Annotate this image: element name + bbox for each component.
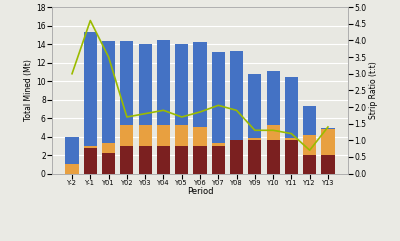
Bar	[285, 140, 298, 174]
Bar	[321, 128, 334, 129]
Bar	[266, 71, 280, 125]
Bar	[157, 146, 170, 174]
Bar	[285, 138, 298, 140]
Bar	[321, 129, 334, 155]
Bar	[84, 32, 97, 146]
Bar	[157, 125, 170, 146]
Bar	[303, 106, 316, 135]
Bar	[230, 140, 243, 174]
Bar	[84, 148, 97, 174]
Bar	[138, 146, 152, 174]
Bar	[194, 42, 206, 127]
Bar	[138, 44, 152, 125]
Bar	[84, 146, 97, 148]
Y-axis label: Strip Ratio (t:t): Strip Ratio (t:t)	[369, 61, 378, 119]
Bar	[212, 53, 225, 143]
Bar	[248, 140, 262, 174]
X-axis label: Period: Period	[187, 187, 213, 196]
Y-axis label: Total Mined (Mt): Total Mined (Mt)	[24, 60, 33, 121]
Bar	[102, 143, 115, 153]
Bar	[266, 125, 280, 140]
Bar	[102, 41, 115, 143]
Bar	[248, 138, 262, 140]
Bar	[120, 125, 134, 146]
Bar	[230, 51, 243, 140]
Bar	[194, 127, 206, 146]
Bar	[66, 137, 79, 164]
Bar	[321, 155, 334, 174]
Bar	[102, 153, 115, 174]
Bar	[175, 146, 188, 174]
Bar	[212, 143, 225, 146]
Bar	[175, 126, 188, 146]
Bar	[194, 146, 206, 174]
Bar	[120, 41, 134, 125]
Bar	[138, 125, 152, 146]
Bar	[303, 135, 316, 155]
Bar	[285, 77, 298, 138]
Bar	[175, 44, 188, 126]
Bar	[248, 74, 262, 138]
Bar	[120, 146, 134, 174]
Bar	[66, 164, 79, 174]
Bar	[266, 140, 280, 174]
Bar	[157, 40, 170, 125]
Bar	[303, 155, 316, 174]
Bar	[212, 146, 225, 174]
